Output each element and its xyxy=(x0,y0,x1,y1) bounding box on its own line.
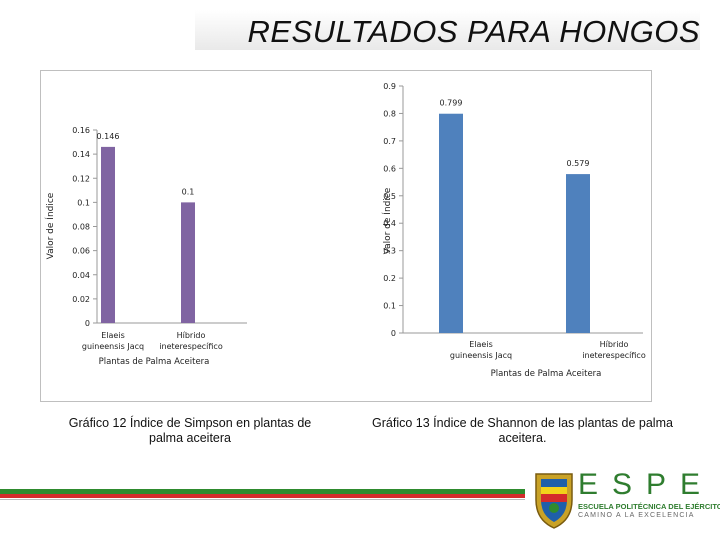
data-label: 0.146 xyxy=(97,132,120,141)
footer-green-bar xyxy=(0,489,525,494)
category-label: Elaeis xyxy=(101,331,125,340)
bar xyxy=(101,146,115,323)
footer-red-bar xyxy=(0,494,525,498)
logo-motto: CAMINO A LA EXCELENCIA xyxy=(578,512,695,519)
category-label: Híbrido xyxy=(177,331,206,340)
espe-logo: ESPE ESCUELA POLITÉCNICA DEL EJÉRCITO CA… xyxy=(530,466,720,532)
category-label: ineterespecífico xyxy=(582,351,646,360)
bar xyxy=(181,202,195,323)
y-tick-label: 0.1 xyxy=(77,198,90,207)
bar xyxy=(566,174,590,333)
y-tick-label: 0.6 xyxy=(383,164,396,173)
y-tick-label: 0.4 xyxy=(383,219,396,228)
charts-svg: 0 0.02 0.04 0.06 0.08 0.1 0.12 0.14 0.16 0.146 0.1… xyxy=(44,82,646,379)
y-tick-label: 0.08 xyxy=(72,223,90,232)
caption-chart-12: Gráfico 12 Índice de Simpson en plantas … xyxy=(68,416,312,445)
category-label: guineensis Jacq xyxy=(450,351,512,360)
y-tick-label: 0.12 xyxy=(72,174,90,183)
y-tick-label: 0.14 xyxy=(72,150,90,159)
y-tick-label: 0.5 xyxy=(383,192,396,201)
category-label: Elaeis xyxy=(469,340,493,349)
y-tick-label: 0.16 xyxy=(72,126,90,135)
y-tick-label: 0.06 xyxy=(72,247,90,256)
y-tick-label: 0.2 xyxy=(383,274,396,283)
logo-subtitle: ESCUELA POLITÉCNICA DEL EJÉRCITO xyxy=(578,502,720,511)
y-tick-label: 0.02 xyxy=(72,295,90,304)
chart-frame: 0 0.02 0.04 0.06 0.08 0.1 0.12 0.14 0.16 0.146 0.1… xyxy=(40,70,652,402)
y-tick-label: 0 xyxy=(85,319,90,328)
y-axis-title: Valor de Índice xyxy=(44,192,56,259)
x-axis-title: Plantas de Palma Aceitera xyxy=(491,369,602,379)
bar xyxy=(439,113,463,333)
caption-chart-13: Gráfico 13 Índice de Shannon de las plan… xyxy=(372,416,673,445)
y-tick-label: 0.9 xyxy=(383,82,396,91)
y-tick-label: 0.8 xyxy=(383,109,396,118)
data-label: 0.799 xyxy=(440,99,463,108)
y-axis-title: Valor de Índice xyxy=(381,187,393,254)
data-label: 0.1 xyxy=(182,187,195,196)
footer-divider xyxy=(0,499,525,500)
category-label: Híbrido xyxy=(600,340,629,349)
crest-icon xyxy=(535,473,573,529)
y-tick-label: 0 xyxy=(391,329,396,338)
title-backdrop xyxy=(195,10,700,50)
category-label: ineterespecífico xyxy=(159,342,223,351)
category-label: guineensis Jacq xyxy=(82,342,144,351)
slide-title: RESULTADOS PARA HONGOS xyxy=(247,14,700,49)
y-tick-label: 0.3 xyxy=(383,247,396,256)
data-label: 0.579 xyxy=(567,159,590,168)
y-tick-label: 0.7 xyxy=(383,137,396,146)
y-tick-label: 0.1 xyxy=(383,302,396,311)
y-tick-label: 0.04 xyxy=(72,271,90,280)
x-axis-title: Plantas de Palma Aceitera xyxy=(99,357,210,367)
logo-text: ESPE xyxy=(578,468,715,501)
